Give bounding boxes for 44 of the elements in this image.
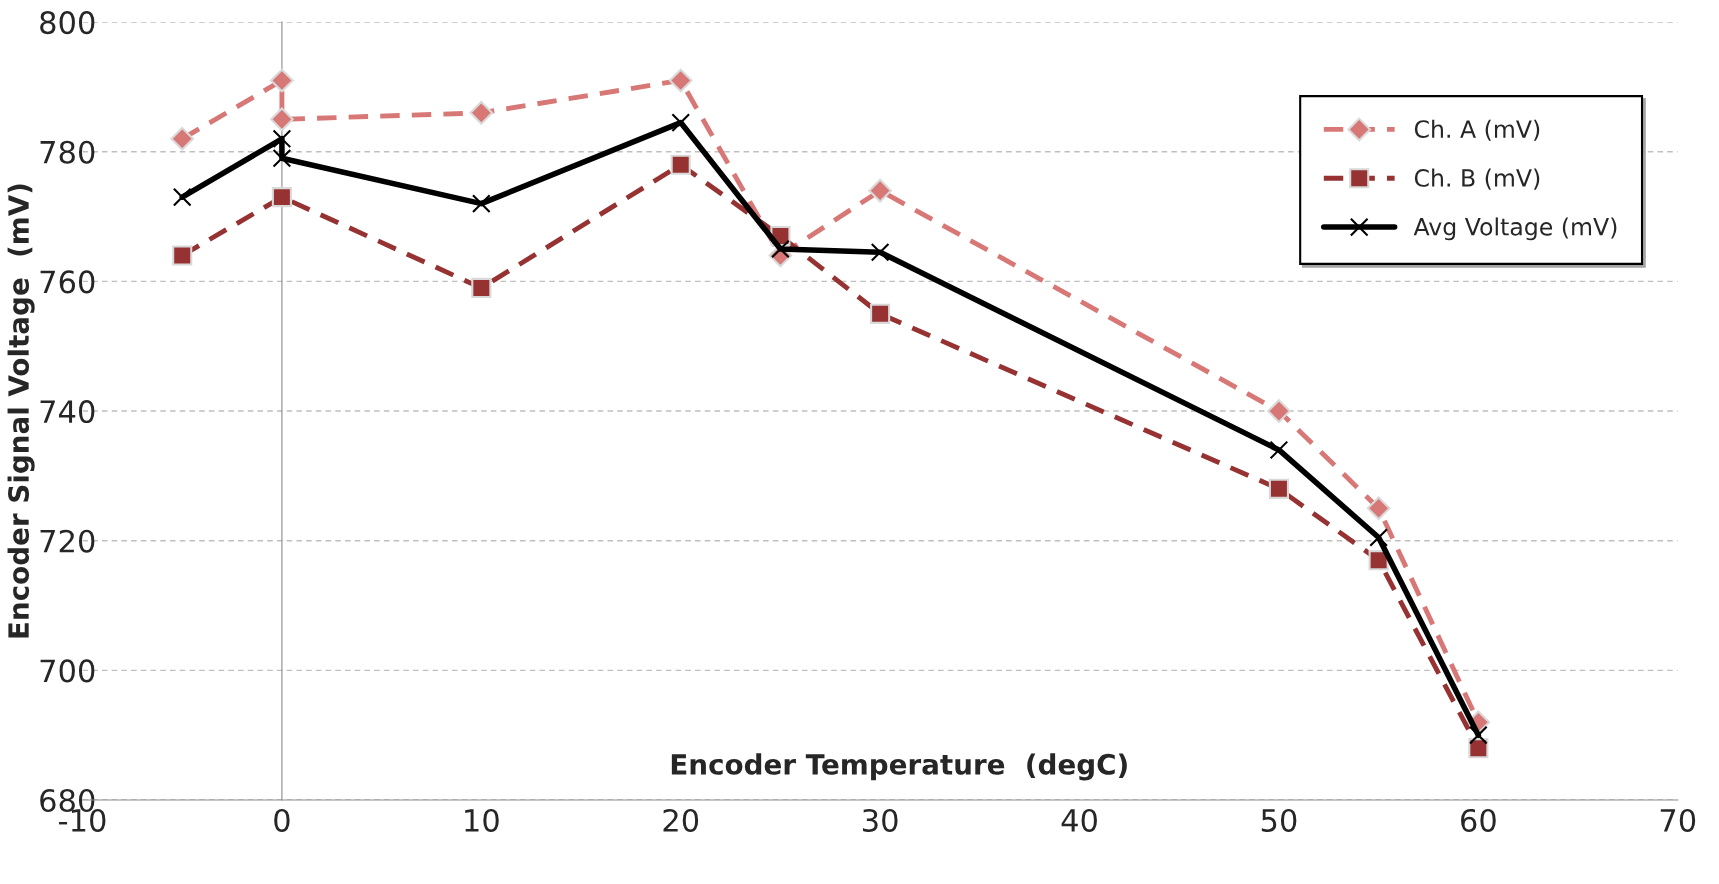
point: [1468, 738, 1489, 759]
point: [170, 126, 195, 151]
point: [270, 107, 294, 132]
point: [668, 68, 693, 93]
point: [1369, 528, 1389, 547]
point: [469, 101, 494, 125]
x-tick-label: 50: [1261, 808, 1297, 833]
point: [471, 277, 492, 298]
x-tick-label: 30: [863, 808, 898, 833]
y-tick-label: 780: [40, 140, 95, 164]
point: [272, 148, 292, 168]
x-tick-label: 40: [1061, 808, 1097, 833]
point: [1468, 725, 1488, 745]
point: [272, 129, 292, 149]
point: [172, 187, 192, 207]
x-tick-label: 10: [465, 808, 499, 833]
x-tick-label: 20: [663, 808, 699, 833]
point: [271, 187, 292, 208]
point: [671, 113, 691, 132]
legend-label: Avg Voltage (mV): [1413, 217, 1617, 241]
point: [172, 245, 193, 266]
y-tick-label: 700: [40, 659, 95, 683]
x-tick-label: 70: [1660, 808, 1696, 833]
x-tick-label: 0: [274, 808, 290, 833]
point: [270, 68, 294, 93]
legend-label: Ch. B (mV): [1414, 168, 1540, 190]
x-tick-label: 60: [1461, 808, 1496, 833]
y-tick-label: 800: [40, 11, 95, 35]
point: [870, 303, 891, 324]
point: [870, 242, 890, 262]
x-axis-title: Encoder Temperature (degC): [671, 753, 1127, 781]
point: [670, 154, 691, 175]
point: [1269, 440, 1289, 460]
y-tick-label: 760: [40, 270, 95, 294]
point: [771, 239, 790, 259]
point: [1366, 496, 1391, 521]
point: [868, 178, 892, 203]
point: [471, 194, 491, 213]
legend-label: Ch. A (mV): [1414, 119, 1540, 141]
point: [1267, 399, 1291, 423]
y-tick-label: 720: [40, 529, 95, 553]
y-axis-title: Encoder Signal Voltage (mV): [7, 184, 35, 638]
point: [1268, 478, 1289, 499]
y-tick-label: 740: [40, 399, 95, 424]
